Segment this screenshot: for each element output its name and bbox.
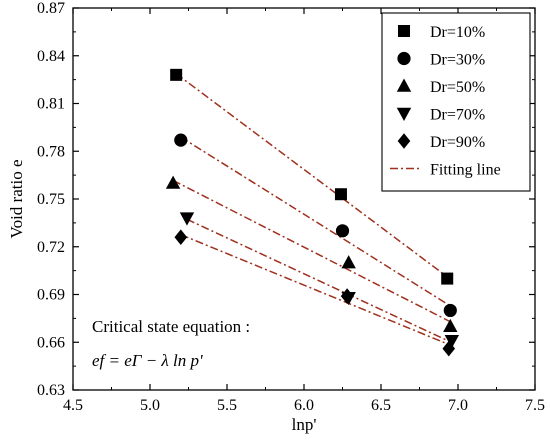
data-point-3-0 — [179, 212, 195, 226]
legend-label-3: Dr=70% — [430, 107, 485, 124]
data-point-2-1 — [341, 255, 356, 269]
fit-line-4 — [180, 233, 450, 346]
annotation-line-1: Critical state equation : — [92, 317, 250, 336]
legend-label-0: Dr=10% — [430, 24, 485, 41]
y-tick-label: 0.78 — [37, 143, 65, 160]
y-axis-title: Void ratio e — [7, 159, 26, 238]
legend-box — [381, 12, 531, 192]
data-point-4-1 — [340, 288, 354, 304]
y-tick-label: 0.72 — [37, 239, 65, 256]
data-point-3-2 — [444, 334, 460, 349]
y-tick-label: 0.69 — [37, 287, 65, 304]
data-point-0-1 — [334, 188, 347, 201]
data-point-4-2 — [442, 340, 456, 357]
legend-marker-3 — [396, 107, 412, 121]
legend-label-4: Dr=90% — [430, 134, 485, 151]
fit-line-1 — [180, 136, 451, 307]
data-point-2-0 — [165, 175, 181, 189]
fit-line-2 — [172, 179, 451, 323]
x-tick-label: 5.5 — [217, 397, 237, 414]
fit-line-3 — [186, 218, 453, 344]
x-tick-label: 6.0 — [294, 397, 314, 414]
y-tick-label: 0.75 — [37, 191, 65, 208]
y-tick-label: 0.87 — [37, 0, 65, 17]
legend-marker-4 — [397, 133, 411, 149]
y-tick-label: 0.63 — [37, 382, 65, 399]
data-point-4-0 — [174, 229, 188, 245]
plot-layer: 4.5 5.0 5.5 6.0 6.5 7.0 7.5 0.63 0.66 0.69 0.72 0.7… — [7, 0, 545, 434]
data-point-1-2 — [443, 303, 457, 318]
legend-fit-label: Fitting line — [430, 162, 501, 179]
x-tick-label: 5.0 — [140, 397, 160, 414]
data-point-0-0 — [170, 68, 183, 81]
y-tick-label: 0.84 — [37, 48, 65, 65]
x-axis-title: lnp' — [292, 415, 317, 434]
data-point-0-2 — [441, 272, 454, 285]
legend-label-2: Dr=50% — [430, 79, 485, 96]
y-tick-label: 0.66 — [37, 334, 65, 351]
y-tick-label: 0.81 — [37, 96, 65, 113]
x-tick-label: 6.5 — [371, 397, 391, 414]
data-point-2-2 — [443, 318, 458, 333]
x-tick-label: 4.5 — [63, 397, 83, 414]
data-point-1-1 — [335, 224, 350, 238]
legend-marker-0 — [398, 25, 410, 37]
x-tick-label: 7.0 — [448, 397, 468, 414]
legend-label-1: Dr=30% — [430, 52, 485, 69]
annotation-line-2: ef = eΓ − λ ln p' — [92, 351, 203, 370]
data-point-1-0 — [174, 133, 188, 147]
legend-marker-1 — [397, 51, 411, 66]
legend-marker-2 — [396, 78, 412, 92]
x-tick-label: 7.5 — [525, 397, 545, 414]
